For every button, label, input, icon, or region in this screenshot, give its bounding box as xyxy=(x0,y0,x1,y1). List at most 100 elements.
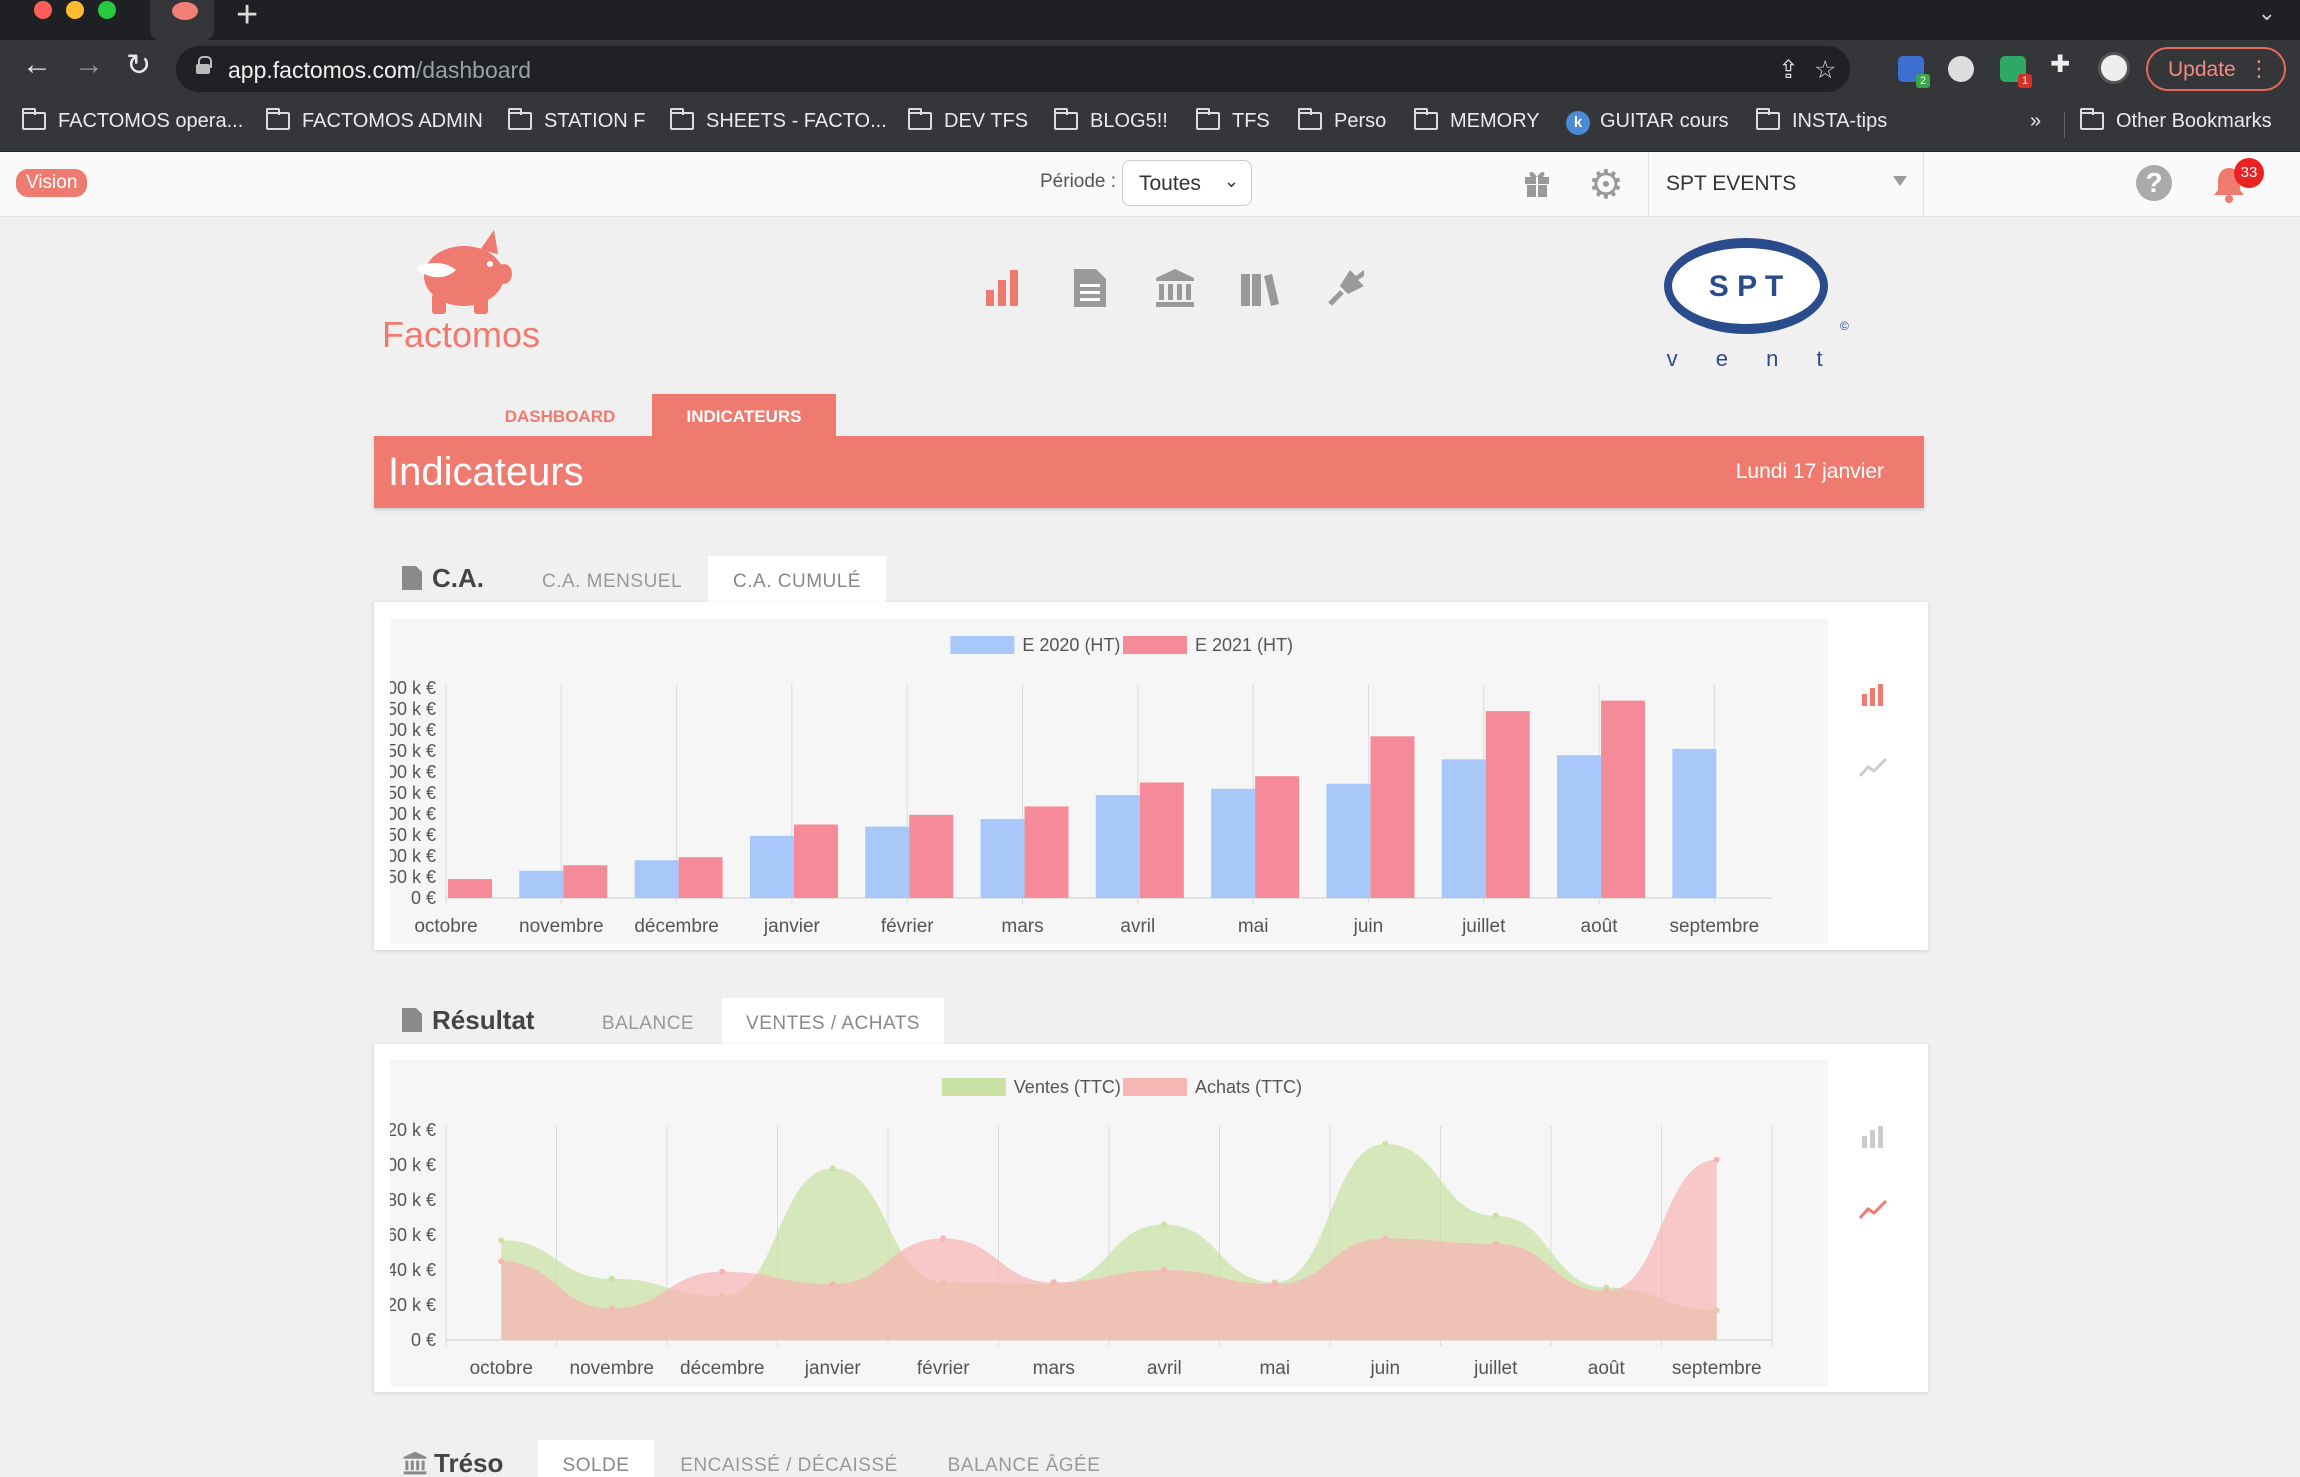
plug-icon[interactable] xyxy=(1326,268,1366,308)
y-tick-label: 80 k € xyxy=(390,1190,436,1210)
profile-avatar[interactable] xyxy=(2098,52,2130,84)
gift-icon[interactable] xyxy=(1524,168,1550,198)
back-icon[interactable]: ← xyxy=(22,48,52,81)
share-icon[interactable]: ⇪ xyxy=(1778,56,1799,84)
url-input[interactable]: app.factomos.com/dashboard ⇪ ☆ xyxy=(176,46,1850,92)
extension-password-icon[interactable] xyxy=(1948,56,1974,82)
bar-chart-icon[interactable] xyxy=(984,268,1024,308)
section-title-resultat: Résultat xyxy=(402,1005,535,1036)
tab-ca-mensuel[interactable]: C.A. MENSUEL xyxy=(541,571,683,592)
bookmark-folder[interactable]: DEV TFS xyxy=(908,108,1029,140)
tab-balance-agee[interactable]: BALANCE ÂGÉE xyxy=(947,1455,1101,1476)
periode-select[interactable]: Toutes ⌄ xyxy=(1122,160,1252,206)
chart-legend: E 2020 (HT) E 2021 (HT) xyxy=(950,635,1293,655)
notification-badge: 33 xyxy=(2234,158,2264,188)
document-icon[interactable] xyxy=(1070,268,1110,308)
bookmark-folder[interactable]: FACTOMOS ADMIN xyxy=(266,108,483,140)
other-bookmarks-folder[interactable]: Other Bookmarks xyxy=(2080,108,2272,140)
x-tick-label: janvier xyxy=(763,916,821,937)
reload-icon[interactable]: ↻ xyxy=(126,49,152,82)
gear-icon[interactable]: ⚙ xyxy=(1588,163,1624,207)
menu-dots-icon: ⋮ xyxy=(2248,56,2270,81)
bookmark-site[interactable]: k GUITAR cours xyxy=(1566,110,1729,140)
y-tick-label: 150 k € xyxy=(390,825,436,845)
bookmark-folder[interactable]: STATION F xyxy=(508,108,645,140)
bar-chart-icon[interactable] xyxy=(1858,680,1888,710)
tab-encaisse-decaisse[interactable]: ENCAISSÉ / DÉCAISSÉ xyxy=(680,1455,898,1476)
bookmark-label: Other Bookmarks xyxy=(2116,110,2272,132)
data-point xyxy=(829,1165,836,1172)
legend-swatch xyxy=(941,1078,1006,1096)
update-button[interactable]: Update ⋮ xyxy=(2146,47,2286,91)
tab-ca-cumule[interactable]: C.A. CUMULÉ xyxy=(708,556,886,602)
tab-solde[interactable]: SOLDE xyxy=(538,1440,654,1477)
data-point xyxy=(719,1268,726,1275)
close-window-button[interactable] xyxy=(34,1,52,19)
data-point xyxy=(1271,1281,1278,1287)
line-chart-icon[interactable] xyxy=(1858,1194,1888,1224)
data-point xyxy=(1492,1240,1499,1247)
y-tick-label: 300 k € xyxy=(390,762,436,782)
y-tick-label: 100 k € xyxy=(390,846,436,866)
browser-tab[interactable] xyxy=(150,0,214,40)
y-tick-label: 0 € xyxy=(411,888,436,908)
extension-devtools-icon[interactable]: 2 xyxy=(1898,56,1930,88)
data-point xyxy=(829,1281,836,1287)
y-tick-label: 20 k € xyxy=(390,1295,436,1315)
chevron-down-icon: ⌄ xyxy=(1223,171,1239,191)
bar-chart-icon[interactable] xyxy=(1858,1122,1888,1152)
help-icon[interactable]: ? xyxy=(2136,165,2172,201)
x-tick-label: avril xyxy=(1120,916,1155,937)
extensions-puzzle-icon[interactable]: ✚ xyxy=(2050,51,2071,78)
bookmark-folder[interactable]: TFS xyxy=(1196,108,1270,140)
bookmark-folder[interactable]: BLOG5!! xyxy=(1054,108,1168,140)
tab-search-icon[interactable]: ⌄ xyxy=(2257,0,2276,25)
more-bookmarks-button[interactable]: » xyxy=(2030,110,2042,132)
zoom-window-button[interactable] xyxy=(98,1,116,19)
ca-bar-chart: E 2020 (HT) E 2021 (HT) 0 €50 k €100 k €15… xyxy=(390,618,1828,944)
bookmark-label: FACTOMOS opera... xyxy=(58,110,244,132)
document-icon xyxy=(402,1008,422,1032)
vision-badge[interactable]: Vision xyxy=(16,169,88,197)
bookmark-star-icon[interactable]: ☆ xyxy=(1814,56,1837,84)
tab-indicateurs[interactable]: INDICATEURS xyxy=(652,394,836,436)
tab-dashboard[interactable]: DASHBOARD xyxy=(504,407,616,426)
bookmark-label: DEV TFS xyxy=(944,110,1029,132)
favicon-icon xyxy=(172,2,198,20)
x-tick-label: mars xyxy=(1033,1358,1075,1379)
x-tick-label: janvier xyxy=(804,1358,862,1379)
bar xyxy=(1211,788,1256,898)
tab-balance[interactable]: BALANCE xyxy=(601,1013,695,1034)
bank-icon[interactable] xyxy=(1155,268,1195,308)
extension-green-icon[interactable]: 1 xyxy=(2000,56,2032,88)
company-select[interactable]: SPT EVENTS xyxy=(1648,152,1924,217)
caret-down-icon xyxy=(1893,176,1907,186)
bookmark-label: GUITAR cours xyxy=(1600,110,1729,132)
bar xyxy=(865,826,910,898)
bookmark-folder[interactable]: INSTA-tips xyxy=(1756,108,1887,140)
client-logo-mark: © xyxy=(1840,319,1849,333)
bookmark-folder[interactable]: SHEETS - FACTO... xyxy=(670,108,887,140)
x-tick-label: mai xyxy=(1238,916,1269,937)
tab-ventes-achats[interactable]: VENTES / ACHATS xyxy=(722,998,944,1044)
lock-icon xyxy=(196,56,212,74)
folder-icon xyxy=(266,108,290,130)
address-bar: ← → ↻ app.factomos.com/dashboard ⇪ ☆ 2 1… xyxy=(0,40,2300,98)
bar xyxy=(980,819,1025,898)
x-tick-label: novembre xyxy=(519,916,604,937)
y-tick-label: 250 k € xyxy=(390,783,436,803)
bookmark-label: BLOG5!! xyxy=(1090,110,1168,132)
bookmark-folder[interactable]: Perso xyxy=(1298,108,1386,140)
x-tick-label: juin xyxy=(1369,1358,1400,1379)
bookmark-label: TFS xyxy=(1232,110,1270,132)
bookmark-folder[interactable]: FACTOMOS opera... xyxy=(22,108,244,140)
client-logo: S P T © e v e n t s xyxy=(1640,238,1860,371)
bookmark-folder[interactable]: MEMORY xyxy=(1414,108,1540,140)
bar xyxy=(793,824,838,898)
books-icon[interactable] xyxy=(1240,268,1280,308)
site-k-icon: k xyxy=(1566,111,1590,135)
line-chart-icon[interactable] xyxy=(1858,752,1888,782)
new-tab-button[interactable]: + xyxy=(236,0,259,36)
minimize-window-button[interactable] xyxy=(66,1,84,19)
forward-icon[interactable]: → xyxy=(74,48,104,81)
